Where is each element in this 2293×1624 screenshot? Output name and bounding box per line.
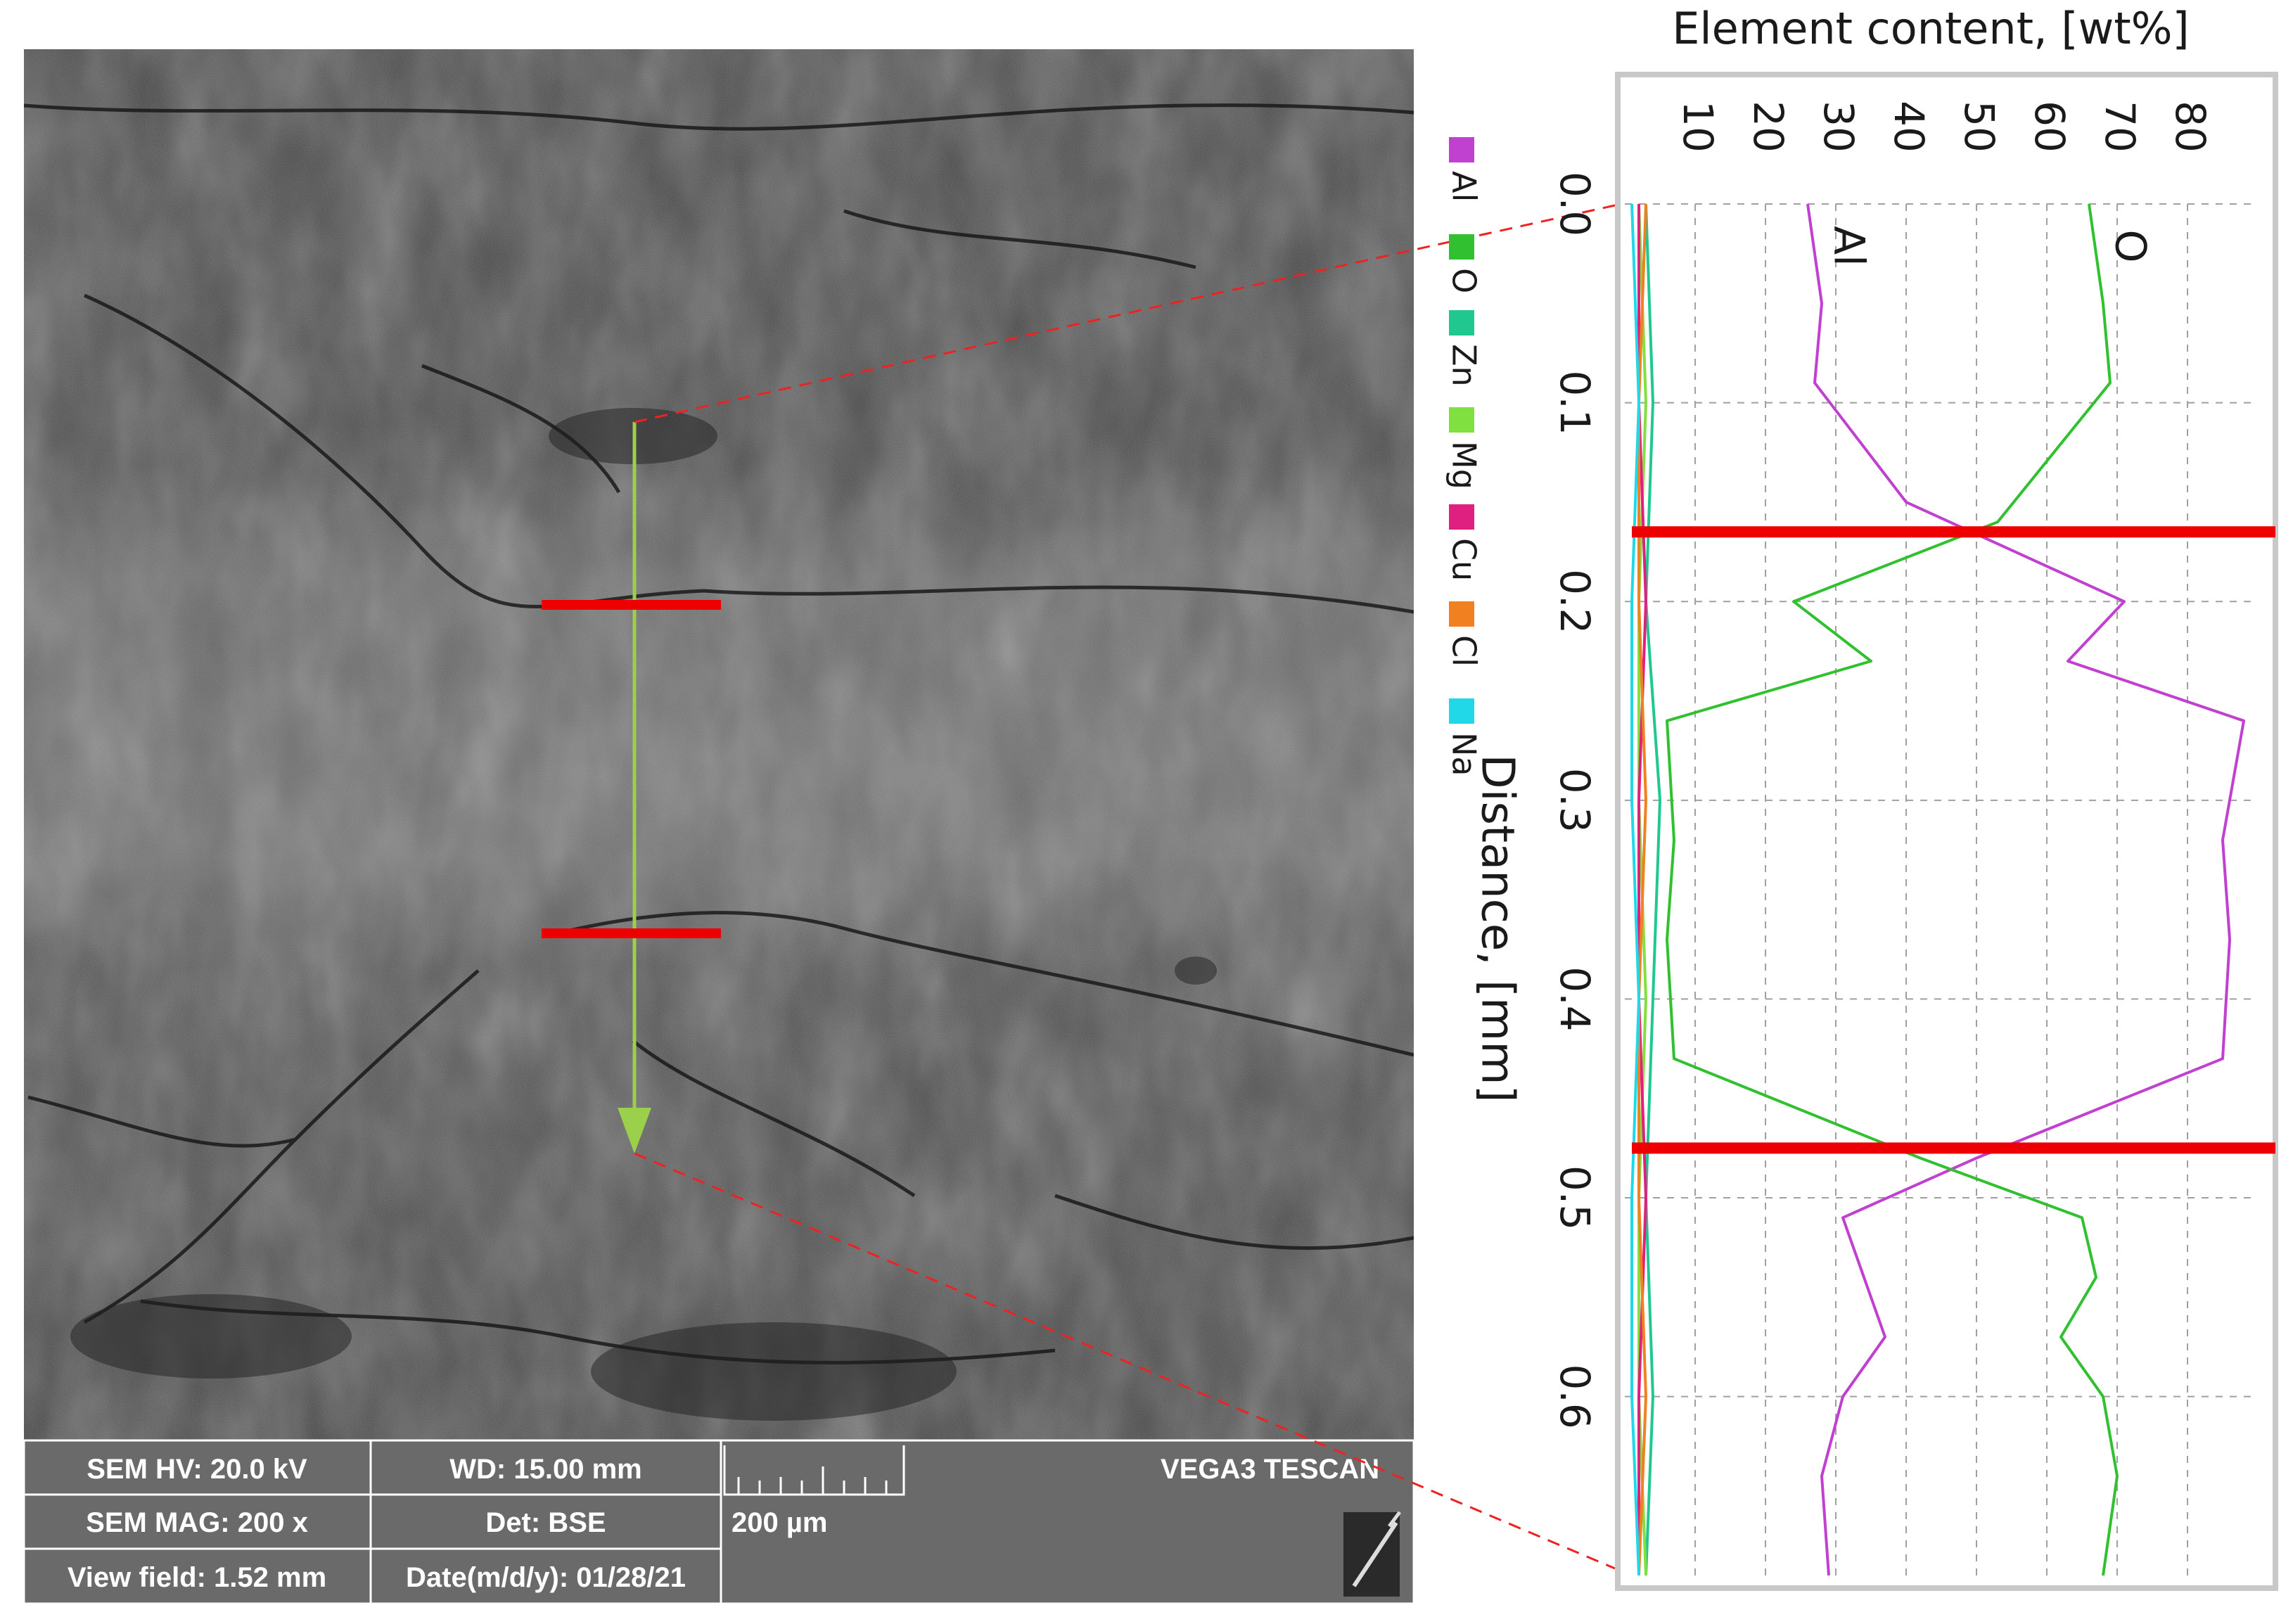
databar-hv: SEM HV: 20.0 kV (87, 1454, 307, 1485)
value-tick-label: 50 (1955, 101, 2003, 153)
legend-label-cl: Cl (1445, 635, 1483, 667)
plot-frame (1615, 72, 2278, 1591)
distance-tick-label: 0.3 (1551, 768, 1599, 833)
value-tick-label: 20 (1744, 101, 1792, 153)
legend-label-mg: Mg (1445, 441, 1483, 490)
value-tick-label: 10 (1674, 101, 1722, 153)
legend-label-na: Na (1445, 732, 1483, 776)
legend-swatch-zn (1449, 310, 1474, 335)
databar-date: Date(m/d/y): 01/28/21 (406, 1562, 686, 1593)
scale-bar (723, 1445, 905, 1496)
distance-tick-label: 0.6 (1551, 1364, 1599, 1429)
value-tick-label: 70 (2096, 101, 2144, 153)
micrograph-surface (24, 49, 1414, 1440)
series-line-o (1666, 203, 2119, 1576)
value-tick-label: 60 (2026, 101, 2074, 153)
distance-tick-label: 0.0 (1551, 172, 1599, 236)
linescan-markers (542, 204, 1616, 1570)
distance-tick-label: 0.2 (1551, 569, 1599, 634)
legend-swatch-mg (1449, 407, 1474, 433)
linescan-arrowhead (618, 1108, 651, 1153)
series-line-al (1806, 203, 2245, 1576)
tescan-logo (1343, 1511, 1401, 1597)
series-line-zn (1644, 203, 1661, 1576)
legend-swatch-cl (1449, 601, 1474, 627)
series-label-o: O (2105, 229, 2154, 262)
databar-det: Det: BSE (485, 1507, 606, 1538)
legend-swatch-cu (1449, 504, 1474, 530)
value-tick-label: 40 (1885, 101, 1933, 153)
legend-label-o: O (1445, 268, 1483, 293)
value-tick-label: 30 (1815, 101, 1863, 153)
legend-label-al: Al (1445, 171, 1483, 202)
surface-cracks (24, 103, 1414, 1364)
chart-title: Element content, [wt%] (1672, 3, 2190, 54)
series-label-al: Al (1824, 226, 1873, 267)
databar-view-field: View field: 1.52 mm (68, 1562, 326, 1593)
series-line-na (1630, 203, 1640, 1576)
legend-swatch-al (1449, 137, 1474, 162)
distance-axis-label: Distance, [mm] (1471, 754, 1523, 1102)
distance-tick-label: 0.5 (1551, 1165, 1599, 1230)
legend-swatch-na (1449, 698, 1474, 724)
legend-swatch-o (1449, 234, 1474, 260)
databar-mag: SEM MAG: 200 x (86, 1507, 308, 1538)
instrument-name: VEGA3 TESCAN (1161, 1454, 1379, 1485)
sem-databar: SEM HV: 20.0 kV WD: 15.00 mm SEM MAG: 20… (23, 1439, 1415, 1605)
legend-label-zn: Zn (1445, 344, 1483, 387)
zoom-link-bottom (634, 1152, 1616, 1570)
value-tick-label: 80 (2166, 101, 2214, 153)
databar-wd: WD: 15.00 mm (449, 1454, 641, 1485)
legend-label-cu: Cu (1445, 538, 1483, 581)
distance-tick-label: 0.4 (1551, 966, 1599, 1031)
scale-bar-label: 200 µm (732, 1507, 827, 1538)
distance-tick-label: 0.1 (1551, 370, 1599, 435)
